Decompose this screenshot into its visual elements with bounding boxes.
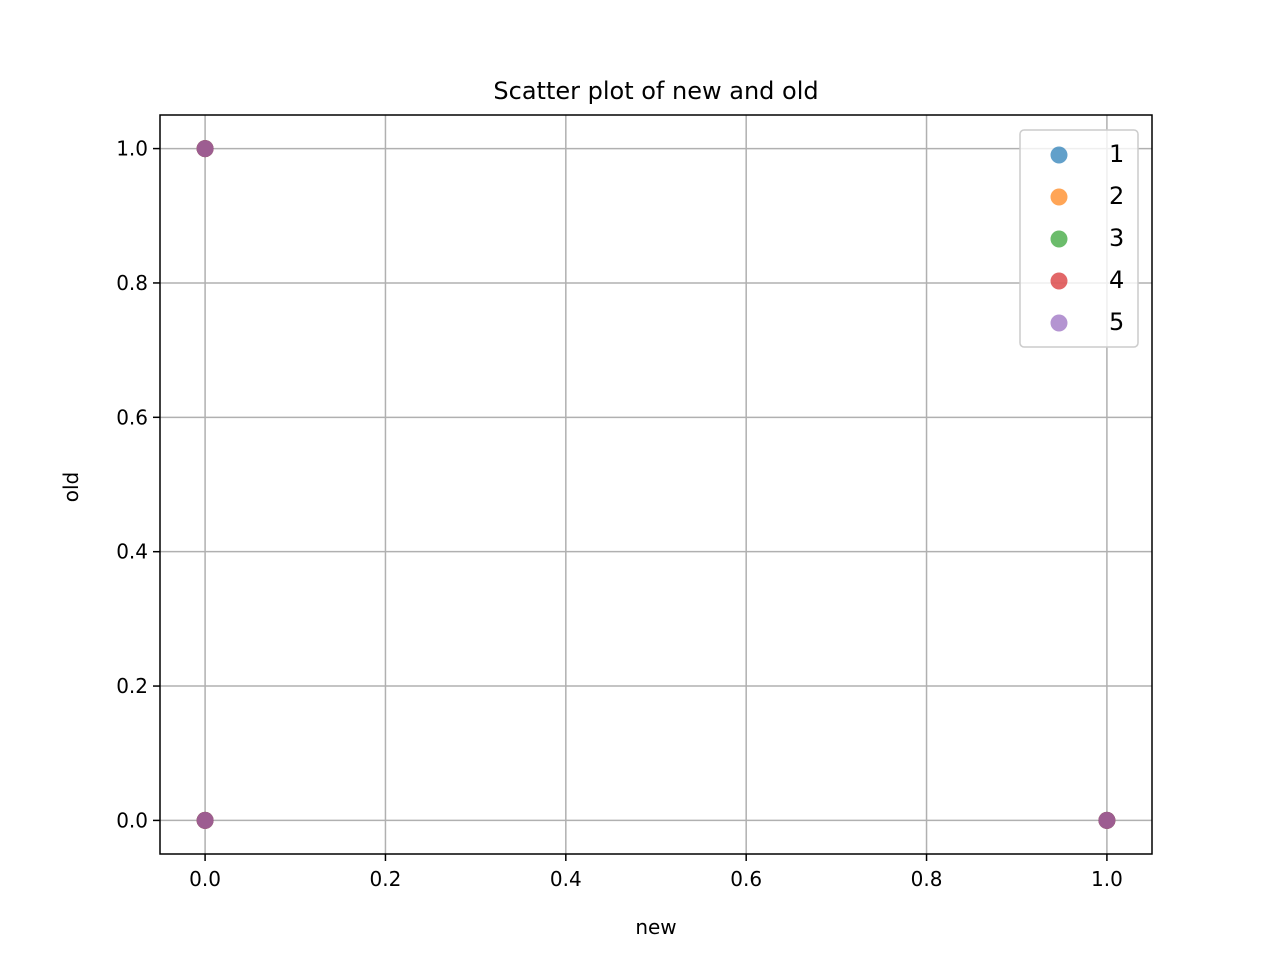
data-point [1098, 811, 1116, 829]
y-tick-label: 0.2 [116, 674, 148, 698]
y-tick-label: 0.6 [116, 405, 148, 429]
x-tick-label: 0.0 [189, 867, 221, 891]
legend-marker [1050, 272, 1068, 290]
legend-item: 3 [1050, 224, 1124, 252]
legend-marker [1050, 230, 1068, 248]
legend-marker [1050, 314, 1068, 332]
x-tick-label: 0.4 [550, 867, 582, 891]
x-tick-label: 0.2 [370, 867, 402, 891]
y-axis: 0.0 0.2 0.4 0.6 0.8 1.0 [116, 137, 160, 832]
y-tick-label: 0.0 [116, 808, 148, 832]
plot-area-frame [159, 114, 1153, 855]
legend-label: 5 [1109, 308, 1124, 336]
legend-label: 4 [1109, 266, 1124, 294]
x-tick-label: 1.0 [1091, 867, 1123, 891]
series-5 [196, 140, 1116, 829]
grid [160, 115, 1152, 854]
legend-marker [1050, 188, 1068, 206]
x-tick-label: 0.8 [911, 867, 943, 891]
x-axis-label: new [635, 915, 676, 939]
legend-item: 5 [1050, 308, 1124, 336]
data-point [196, 811, 214, 829]
legend-marker [1050, 146, 1068, 164]
legend-item: 2 [1050, 182, 1124, 210]
data-point [196, 140, 214, 158]
x-axis: 0.0 0.2 0.4 0.6 0.8 1.0 [189, 854, 1123, 891]
legend-item: 4 [1050, 266, 1124, 294]
legend-label: 1 [1109, 140, 1124, 168]
y-tick-label: 0.4 [116, 540, 148, 564]
legend-box [1019, 129, 1139, 348]
y-axis-label: old [59, 472, 83, 503]
y-tick-label: 0.8 [116, 271, 148, 295]
legend-item: 1 [1050, 140, 1124, 168]
legend-label: 3 [1109, 224, 1124, 252]
legend-label: 2 [1109, 182, 1124, 210]
y-tick-label: 1.0 [116, 137, 148, 161]
chart-title: Scatter plot of new and old [493, 77, 818, 105]
x-tick-label: 0.6 [730, 867, 762, 891]
legend: 1 2 3 4 5 [1019, 129, 1139, 348]
data-points [196, 140, 1116, 829]
